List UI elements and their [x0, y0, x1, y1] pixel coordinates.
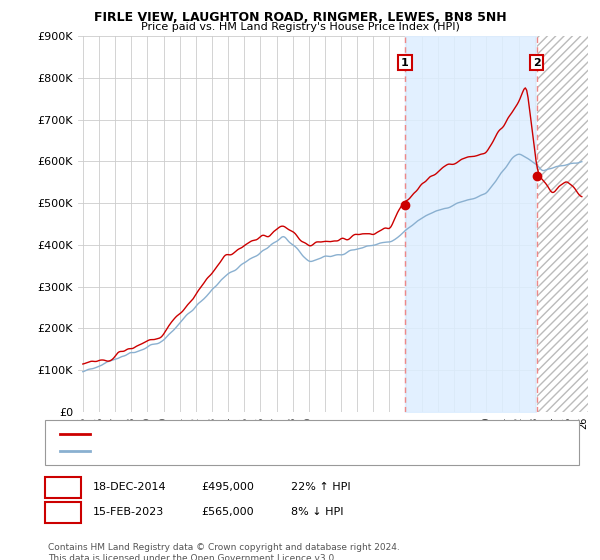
- Text: £495,000: £495,000: [201, 482, 254, 492]
- Text: 2: 2: [533, 58, 541, 68]
- Text: FIRLE VIEW, LAUGHTON ROAD, RINGMER, LEWES, BN8 5NH (detached house): FIRLE VIEW, LAUGHTON ROAD, RINGMER, LEWE…: [99, 429, 502, 439]
- Text: 18-DEC-2014: 18-DEC-2014: [93, 482, 167, 492]
- Text: 1: 1: [59, 482, 67, 492]
- Text: 1: 1: [401, 58, 409, 68]
- Text: 2: 2: [59, 507, 67, 517]
- Text: Price paid vs. HM Land Registry's House Price Index (HPI): Price paid vs. HM Land Registry's House …: [140, 22, 460, 32]
- Text: HPI: Average price, detached house, Lewes: HPI: Average price, detached house, Lewe…: [99, 446, 324, 456]
- Text: Contains HM Land Registry data © Crown copyright and database right 2024.
This d: Contains HM Land Registry data © Crown c…: [48, 543, 400, 560]
- Text: 8% ↓ HPI: 8% ↓ HPI: [291, 507, 343, 517]
- Text: 22% ↑ HPI: 22% ↑ HPI: [291, 482, 350, 492]
- Text: £565,000: £565,000: [201, 507, 254, 517]
- Text: FIRLE VIEW, LAUGHTON ROAD, RINGMER, LEWES, BN8 5NH: FIRLE VIEW, LAUGHTON ROAD, RINGMER, LEWE…: [94, 11, 506, 24]
- Text: 15-FEB-2023: 15-FEB-2023: [93, 507, 164, 517]
